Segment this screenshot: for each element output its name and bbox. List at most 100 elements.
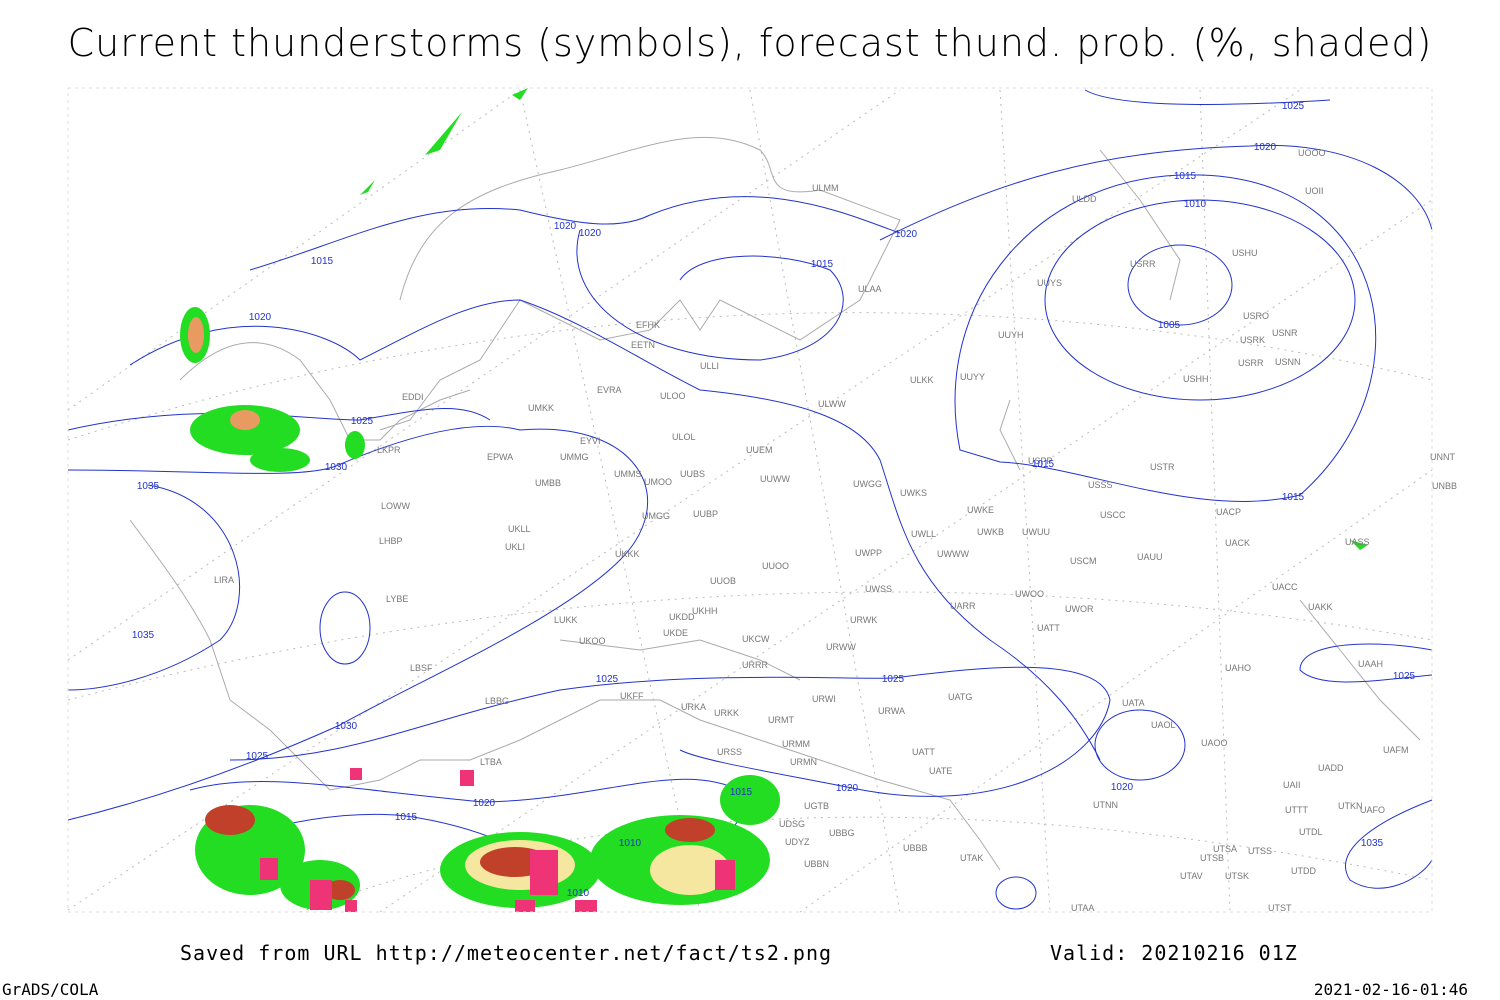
station-label: UMBB [535, 478, 561, 488]
station-label: UOII [1305, 186, 1324, 196]
station-label: URMT [768, 715, 794, 725]
station-label: UATG [948, 692, 972, 702]
isobar-label: 1020 [895, 229, 918, 240]
station-label: URWI [812, 694, 836, 704]
station-label: ULOO [660, 391, 686, 401]
station-label: ULWW [818, 399, 846, 409]
station-label: LOWW [381, 501, 411, 511]
coastlines [129, 136, 1421, 871]
station-label: UWPP [855, 548, 882, 558]
station-label: UBBN [804, 859, 829, 869]
station-label: USRO [1243, 311, 1269, 321]
station-label: UWGG [853, 479, 882, 489]
station-label: USRK [1240, 335, 1265, 345]
station-label: ULKK [910, 375, 934, 385]
isobar-label: 1015 [1174, 171, 1197, 182]
station-label: UOOO [1298, 148, 1326, 158]
station-label: UTSK [1225, 871, 1249, 881]
station-label: URWK [850, 615, 877, 625]
isobar-labels: 1025 1020 1015 1010 1005 1020 1020 1020 1015 1015… [132, 101, 1416, 899]
isobar-label: 1005 [1158, 320, 1181, 331]
station-label: URMN [790, 757, 817, 767]
station-label: UUEM [746, 445, 773, 455]
station-label: USNN [1275, 357, 1301, 367]
station-label: UKCW [742, 634, 770, 644]
station-label: USNR [1272, 328, 1298, 338]
station-label: UAII [1283, 780, 1301, 790]
map-frame [67, 87, 1433, 913]
station-label: UDSG [779, 819, 805, 829]
station-label: EYVI [580, 436, 601, 446]
station-label: USRR [1238, 358, 1264, 368]
station-label: UMKK [528, 403, 554, 413]
station-label: USPP [1028, 456, 1053, 466]
isobar-label: 1030 [335, 721, 358, 732]
isobar-label: 1020 [249, 312, 272, 323]
station-label: LIRA [214, 575, 234, 585]
station-label: UAKK [1308, 602, 1333, 612]
isobar-label: 1025 [1393, 671, 1416, 682]
isobar-label: 1015 [311, 256, 334, 267]
station-label: UKLL [508, 524, 531, 534]
station-label: UAOO [1201, 738, 1228, 748]
station-label: UAFM [1383, 745, 1409, 755]
isobar-label: 1020 [473, 798, 496, 809]
station-label: UTTT [1285, 805, 1308, 815]
station-label: USTR [1150, 462, 1175, 472]
station-label: URKK [714, 708, 739, 718]
isobar-label: 1025 [246, 751, 269, 762]
probability-shading [180, 88, 1368, 910]
source-url: Saved from URL http://meteocenter.net/fa… [180, 941, 832, 965]
station-label: UUYH [998, 330, 1024, 340]
station-label: UMOO [644, 477, 672, 487]
station-label: UUWW [760, 474, 790, 484]
station-label: ULLI [700, 361, 719, 371]
station-label: UASS [1345, 537, 1370, 547]
station-label: EPWA [487, 452, 513, 462]
station-label: UKOO [579, 636, 606, 646]
station-label: UUBS [680, 469, 705, 479]
isobars [67, 89, 1433, 910]
station-label: EETN [631, 340, 655, 350]
station-label: ULMM [812, 183, 839, 193]
isobar-label: 1025 [1282, 101, 1305, 112]
station-label: UATT [1037, 623, 1060, 633]
station-label: UAFO [1360, 805, 1385, 815]
station-label: EVRA [597, 385, 622, 395]
station-label: UKDE [663, 628, 688, 638]
isobar-label: 1015 [1282, 492, 1305, 503]
station-label: UWOO [1015, 589, 1044, 599]
station-label: USRR [1130, 259, 1156, 269]
station-label: LTBA [480, 757, 502, 767]
station-label: LBBG [485, 696, 509, 706]
station-label: UUBP [693, 509, 718, 519]
station-label: UGTB [804, 801, 829, 811]
isobar-label: 1020 [836, 783, 859, 794]
station-label: EDDI [402, 392, 424, 402]
station-label: UACC [1272, 582, 1298, 592]
station-label: LUKK [554, 615, 578, 625]
station-label: EFHK [636, 320, 660, 330]
station-label: LKPR [377, 445, 401, 455]
station-label: UATA [1122, 698, 1145, 708]
isobar-label: 1015 [811, 259, 834, 270]
station-label: UKDD [669, 612, 695, 622]
isobar-label: 1015 [730, 787, 753, 798]
station-label: UMGG [642, 511, 670, 521]
station-label: UTAK [960, 853, 983, 863]
station-label: URRR [742, 660, 768, 670]
station-label: UUYY [960, 372, 985, 382]
station-label: UUYS [1037, 278, 1062, 288]
station-label: URMM [782, 739, 810, 749]
station-label: UKLI [505, 542, 525, 552]
station-label: UWKS [900, 488, 927, 498]
station-label: UACP [1216, 507, 1241, 517]
station-label: UARR [950, 601, 976, 611]
station-label: UWLL [911, 529, 936, 539]
station-label: USHU [1232, 248, 1258, 258]
isobar-label: 1010 [619, 838, 642, 849]
station-label: UAAH [1358, 659, 1383, 669]
station-label: USCC [1100, 510, 1126, 520]
station-label: URKA [681, 702, 706, 712]
station-label: UMMS [614, 469, 642, 479]
